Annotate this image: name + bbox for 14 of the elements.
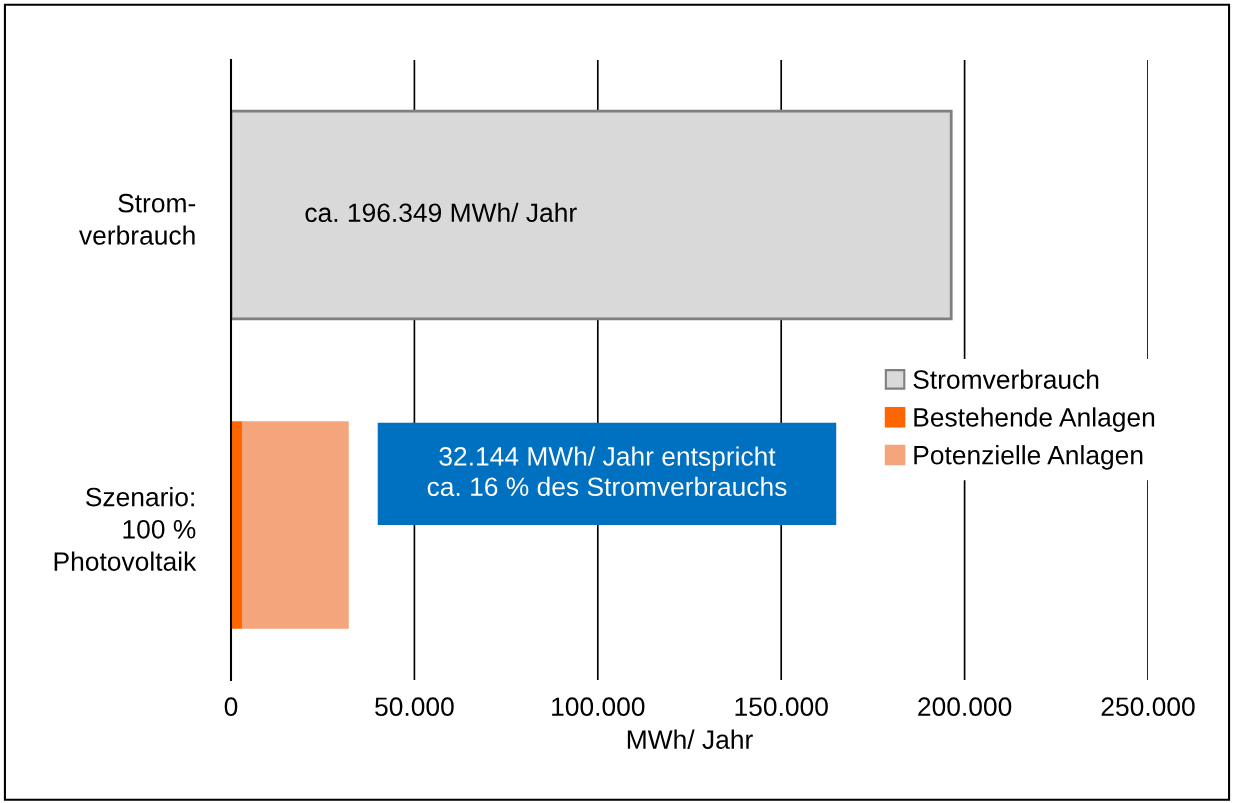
x-tick-label: 0 <box>224 697 238 717</box>
y-tick-label: Szenario: 100 % Photovoltaik <box>54 487 197 571</box>
annotation: 32.144 MWh/ Jahr entspricht ca. 16 % des Stromverbrauchs <box>427 446 787 497</box>
legend-label: Potenzielle Anlagen <box>914 445 1143 470</box>
y-tick-label: Strom- verbrauch <box>79 193 196 245</box>
x-tick-label: 200.000 <box>918 697 1012 717</box>
legend-label: Stromverbrauch <box>913 369 1099 389</box>
x-tick-label: 250.000 <box>1101 697 1195 717</box>
annotation: ca. 196.349 MWh/ Jahr <box>305 202 577 223</box>
x-tick-label: 50.000 <box>375 697 454 717</box>
x-axis-title: MWh/ Jahr <box>627 729 753 749</box>
x-tick-label: 100.000 <box>552 697 645 717</box>
x-tick-label: 150.000 <box>735 697 828 717</box>
legend-label: Bestehende Anlagen <box>914 407 1155 432</box>
